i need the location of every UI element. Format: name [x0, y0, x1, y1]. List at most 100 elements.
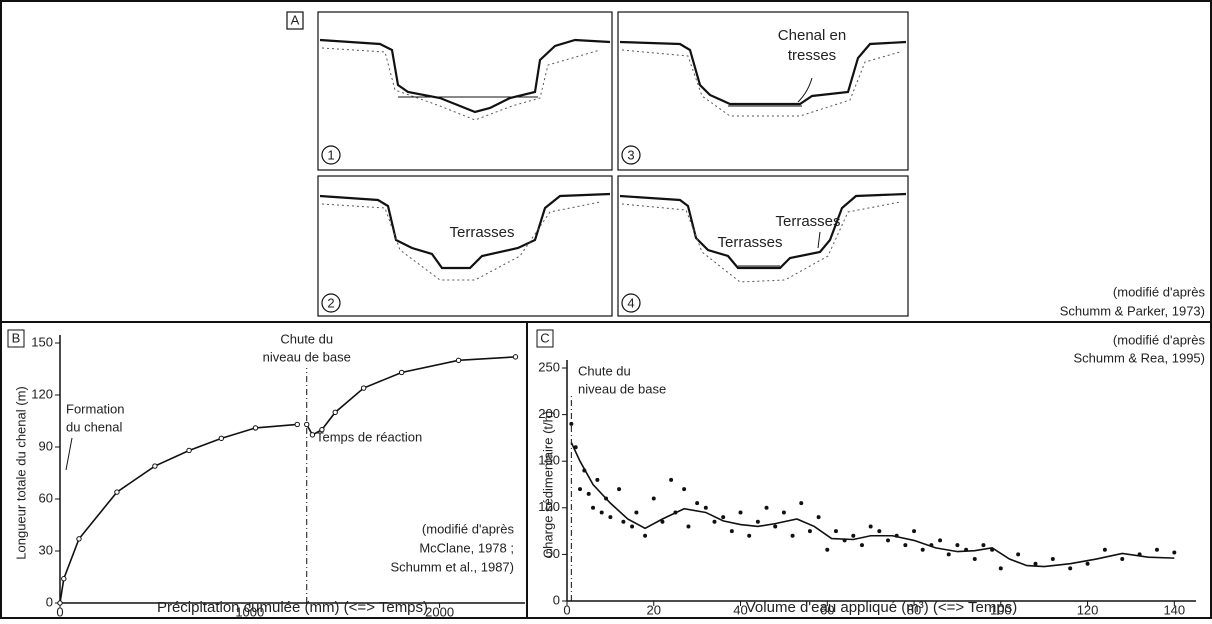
data-point	[1120, 557, 1125, 562]
sub-label: 2	[327, 295, 334, 310]
data-point	[586, 491, 591, 496]
data-point	[630, 524, 635, 529]
data-point	[859, 543, 864, 548]
panel-label-box	[7, 329, 25, 348]
data-point	[634, 510, 639, 515]
x-axis-label: Volume d'eau appliqué (m³) (<=> Temps)	[746, 599, 1017, 616]
data-point	[591, 505, 596, 510]
cross-sections	[317, 11, 909, 317]
data-point	[868, 524, 873, 529]
data-point	[152, 463, 158, 469]
x-tick-label: 0	[563, 602, 570, 617]
data-point	[686, 524, 691, 529]
arrow	[817, 231, 821, 249]
panel-label: C	[540, 330, 549, 345]
annotation: Formation	[66, 401, 125, 416]
hatching	[321, 47, 601, 121]
data-point	[747, 533, 752, 538]
annotation: Chute du	[280, 331, 333, 346]
data-point	[651, 496, 656, 501]
x-axis-label: Précipitation cumulée (mm) (<=> Temps)	[157, 599, 428, 616]
sub-label: 4	[627, 295, 634, 310]
sub-label-circle	[621, 293, 641, 313]
data-point	[218, 435, 225, 442]
data-point	[1016, 552, 1021, 557]
source-note: (modifié d'après	[1113, 332, 1206, 347]
x-tick-label: 120	[1077, 602, 1099, 617]
data-point	[738, 510, 743, 515]
data-point	[729, 529, 734, 534]
hatching	[321, 201, 601, 281]
sub-label: 3	[627, 147, 634, 162]
panel-label: A	[291, 12, 300, 27]
y-tick-label: 200	[538, 406, 560, 421]
x-tick-label: 140	[1163, 602, 1185, 617]
data-point	[578, 487, 583, 492]
series-line	[570, 442, 1175, 568]
data-point	[790, 533, 795, 538]
data-point	[816, 515, 821, 520]
panel-label-box	[536, 329, 554, 348]
data-point	[1068, 566, 1073, 571]
source-note: (modifié d'après	[422, 521, 515, 536]
sub-frame	[317, 11, 613, 171]
y-tick-label: 0	[553, 592, 560, 607]
source-note: Schumm & Parker, 1973)	[1060, 303, 1205, 318]
x-tick-label: 80	[907, 602, 921, 617]
data-point	[332, 409, 338, 416]
data-point	[825, 547, 830, 552]
data-point	[643, 533, 648, 538]
y-tick-label: 250	[538, 359, 560, 374]
data-point	[1033, 561, 1038, 566]
data-point	[955, 543, 960, 548]
y-tick-label: 50	[546, 546, 560, 561]
data-point	[309, 432, 316, 438]
y-tick-label: 90	[39, 438, 53, 453]
data-point	[76, 536, 82, 542]
y-tick-label: 150	[31, 334, 53, 349]
data-point	[455, 357, 462, 364]
data-point	[851, 533, 856, 538]
data-point	[252, 425, 259, 431]
data-point	[61, 576, 67, 582]
x-tick-label: 1000	[235, 604, 264, 619]
data-point	[807, 529, 812, 534]
data-point	[764, 505, 769, 510]
data-point	[621, 519, 626, 524]
data-point	[294, 421, 300, 428]
annotation: Terrasses	[449, 224, 514, 241]
y-axis-label: Longueur totale du chenal (m)	[13, 386, 28, 559]
data-point	[972, 557, 977, 562]
data-point	[1085, 561, 1090, 566]
y-tick-label: 30	[39, 542, 53, 557]
data-point	[512, 354, 519, 360]
data-point	[599, 510, 604, 515]
data-point	[319, 426, 325, 433]
sub-frame	[317, 175, 613, 317]
sub-label-circle	[321, 293, 341, 313]
annotation: niveau de base	[578, 381, 666, 396]
annotation: Terrasses	[775, 213, 840, 230]
x-tick-label: 100	[990, 602, 1012, 617]
panel-label-box	[286, 11, 304, 30]
series-line	[306, 356, 516, 436]
data-point	[57, 600, 63, 606]
data-point	[938, 538, 943, 543]
data-point	[682, 487, 687, 492]
panel-label: B	[12, 330, 21, 345]
x-tick-label: 20	[647, 602, 661, 617]
data-point	[695, 501, 700, 506]
x-tick-label: 0	[56, 604, 63, 619]
y-tick-label: 120	[31, 386, 53, 401]
y-tick-label: 60	[39, 490, 53, 505]
annotation: Chute du	[578, 363, 631, 378]
data-point	[903, 543, 908, 548]
sub-label: 1	[327, 147, 334, 162]
source-note: Schumm & Rea, 1995)	[1073, 350, 1205, 365]
y-tick-label: 100	[538, 499, 560, 514]
arrow	[65, 437, 73, 471]
data-point	[398, 369, 405, 376]
data-point	[920, 547, 925, 552]
sub-label-circle	[621, 145, 641, 165]
